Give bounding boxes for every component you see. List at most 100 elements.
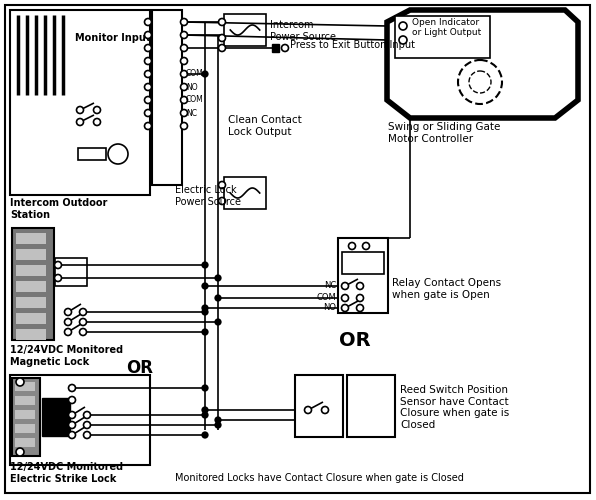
Text: Intercom Outdoor
Station: Intercom Outdoor Station [10,198,107,220]
Text: Open Indicator
or Light Output: Open Indicator or Light Output [412,18,481,38]
Text: OR: OR [339,330,371,349]
Bar [10,375,150,465]
Circle shape [215,275,221,281]
Circle shape [469,71,491,93]
Circle shape [202,305,208,311]
Text: 12/24VDC Monitored
Magnetic Lock: 12/24VDC Monitored Magnetic Lock [10,345,123,366]
Circle shape [202,412,208,418]
Circle shape [108,144,128,164]
Circle shape [181,44,188,52]
Circle shape [202,71,208,77]
Text: Swing or Sliding Gate
Motor Controller: Swing or Sliding Gate Motor Controller [388,122,501,144]
Text: COM: COM [316,294,336,302]
Circle shape [83,432,91,438]
Polygon shape [387,10,578,118]
Circle shape [144,58,151,64]
Circle shape [144,44,151,52]
Bar [338,238,388,313]
Circle shape [94,106,101,114]
Text: Electric Lock
Power Source: Electric Lock Power Source [175,185,241,206]
Bar [15,424,35,433]
Circle shape [219,182,225,188]
Circle shape [202,407,208,413]
Circle shape [83,412,91,418]
Text: NO: NO [323,304,336,312]
Bar [55,258,87,286]
Bar [224,14,266,46]
Circle shape [215,295,221,301]
Bar [295,375,343,437]
Text: Press to Exit Button Input: Press to Exit Button Input [290,40,415,50]
Circle shape [181,58,188,64]
Circle shape [69,412,76,418]
Circle shape [144,110,151,116]
Circle shape [181,110,188,116]
Circle shape [79,318,86,326]
Bar [16,249,46,260]
Circle shape [181,70,188,78]
Text: Monitor Input: Monitor Input [75,33,151,43]
Circle shape [144,122,151,130]
Circle shape [79,308,86,316]
Circle shape [181,96,188,103]
Circle shape [202,262,208,268]
Bar [16,329,46,340]
Bar [78,148,106,160]
Circle shape [202,309,208,315]
Circle shape [342,294,349,302]
Text: COM: COM [186,70,204,78]
Circle shape [399,22,407,30]
Bar [16,265,46,276]
Circle shape [219,198,225,204]
Text: 12/24VDC Monitored
Electric Strike Lock: 12/24VDC Monitored Electric Strike Lock [10,462,123,483]
Circle shape [181,84,188,90]
Bar [347,375,395,437]
Circle shape [356,282,364,290]
Circle shape [69,396,76,404]
Circle shape [342,282,349,290]
Circle shape [69,384,76,392]
Circle shape [321,406,328,414]
Circle shape [342,304,349,312]
Text: NC: NC [324,282,336,290]
Bar [16,313,46,324]
Circle shape [219,44,225,52]
Circle shape [215,422,221,428]
Circle shape [458,60,502,104]
Bar [15,382,35,391]
Circle shape [215,319,221,325]
Circle shape [76,118,83,126]
Bar [12,378,40,456]
Circle shape [356,304,364,312]
Bar [152,10,182,185]
Bar [342,252,384,274]
Bar [10,10,150,195]
Text: Clean Contact
Lock Output: Clean Contact Lock Output [228,115,302,136]
Circle shape [69,432,76,438]
Circle shape [305,406,312,414]
Bar [16,233,46,244]
Bar [16,297,46,308]
Circle shape [399,36,407,44]
Circle shape [76,106,83,114]
Circle shape [144,84,151,90]
Circle shape [16,378,24,386]
Circle shape [356,294,364,302]
Circle shape [54,262,61,268]
Text: NC: NC [186,108,197,118]
Circle shape [144,18,151,26]
Circle shape [144,32,151,38]
Circle shape [202,329,208,335]
Circle shape [64,318,72,326]
Circle shape [281,44,288,52]
Circle shape [215,417,221,423]
Circle shape [219,18,225,26]
Bar [395,16,490,58]
Text: COM: COM [186,96,204,104]
Circle shape [83,422,91,428]
Circle shape [144,70,151,78]
Circle shape [54,274,61,281]
Circle shape [94,118,101,126]
Bar [15,410,35,419]
Circle shape [64,308,72,316]
